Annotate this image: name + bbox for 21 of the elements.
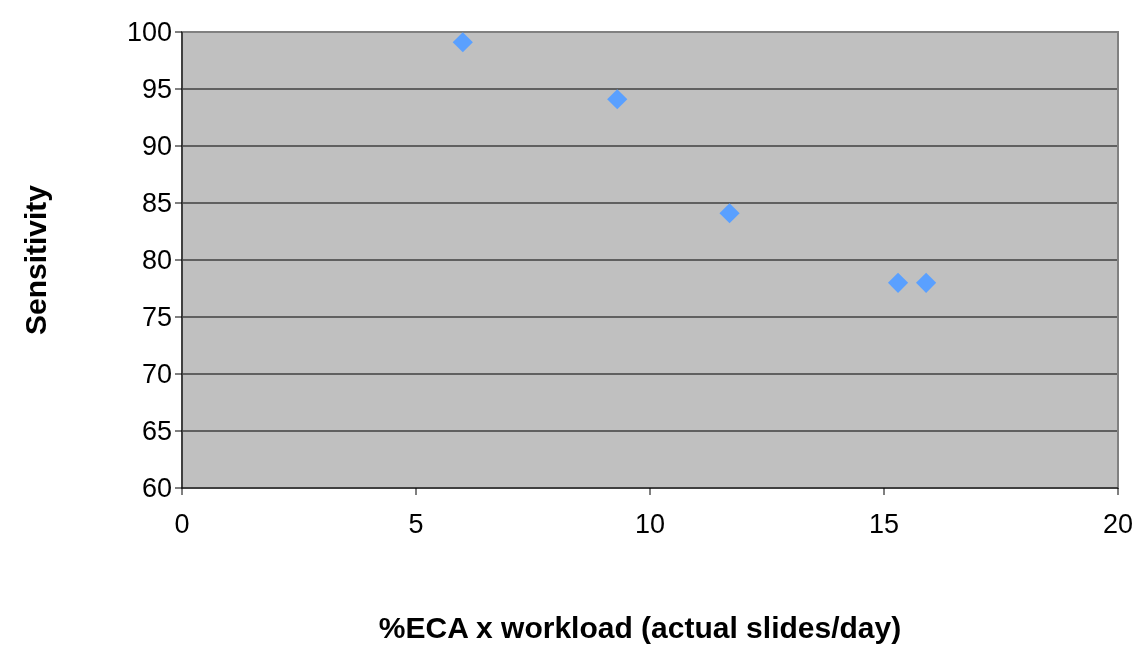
y-tick-label: 75 (141, 302, 172, 333)
point (719, 203, 740, 224)
point (887, 272, 909, 293)
point (452, 32, 473, 53)
x-tick-label: 15 (868, 509, 900, 539)
x-tick-label: 10 (634, 509, 666, 539)
point (607, 89, 628, 110)
y-tick-label: 100 (126, 17, 172, 48)
y-tick-label: 95 (141, 74, 172, 105)
y-tick-label: 65 (141, 416, 172, 447)
y-tick-label: 70 (141, 359, 172, 390)
y-axis-title: Sensitivity (19, 184, 52, 336)
x-tick-label: 0 (174, 509, 190, 539)
x-tick-label: 20 (1102, 509, 1134, 539)
x-axis-title: %ECA x workload (actual slides/day) (378, 611, 902, 644)
x-tick-label: 5 (408, 509, 424, 539)
y-tick-label: 80 (141, 245, 172, 276)
y-tick-label: 85 (141, 188, 172, 219)
point (916, 272, 937, 293)
y-tick-label: 90 (141, 131, 172, 162)
y-tick-label: 60 (141, 473, 172, 504)
